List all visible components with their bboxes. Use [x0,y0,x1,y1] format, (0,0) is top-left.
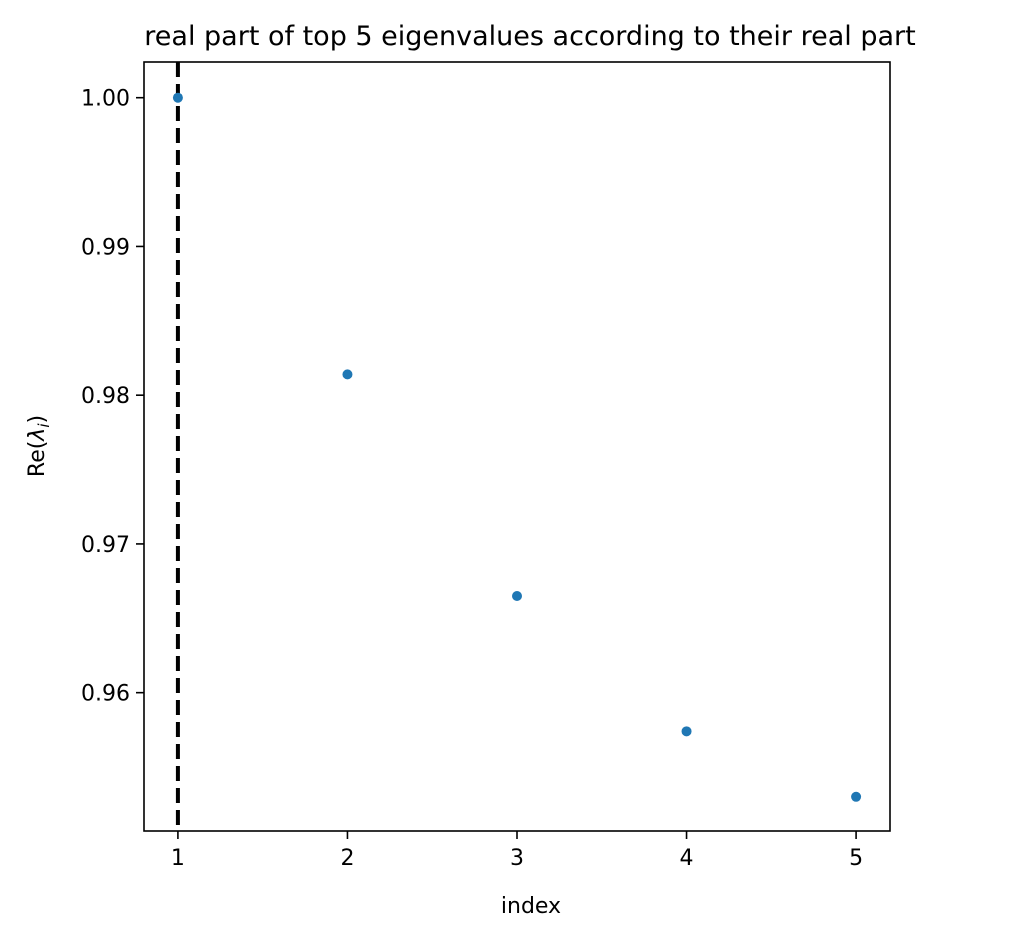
x-tick-label: 1 [171,846,185,871]
y-tick-label: 0.96 [81,682,130,707]
data-point [512,590,522,601]
y-axis-ticks: 0.96 0.97 0.98 0.99 1.00 [81,87,144,707]
chart-title: real part of top 5 eigenvalues according… [144,21,915,52]
x-tick-label: 2 [340,846,354,871]
x-axis-label: index [501,894,561,919]
y-axis-label-symbol: λ [25,428,50,442]
x-tick-label: 3 [510,846,524,871]
y-axis-label-subscript: i [35,423,53,428]
x-tick-label: 4 [680,846,694,871]
y-tick-label: 0.99 [81,235,130,260]
data-points-layer [172,92,862,802]
x-axis-ticks: 1 2 3 4 5 [171,831,863,871]
plot-frame [143,61,891,832]
data-point [172,92,183,103]
data-point [681,726,692,737]
plot-area [143,61,891,832]
y-axis-label-close: ) [25,415,50,424]
y-tick-label: 1.00 [81,87,130,112]
y-axis-label: Re(λi) [25,415,53,477]
x-tick-label: 5 [849,846,863,871]
y-tick-label: 0.97 [81,533,130,558]
data-point [851,791,862,802]
y-axis-label-main: Re( [25,441,50,477]
y-tick-label: 0.98 [81,384,130,409]
data-point [342,369,353,380]
